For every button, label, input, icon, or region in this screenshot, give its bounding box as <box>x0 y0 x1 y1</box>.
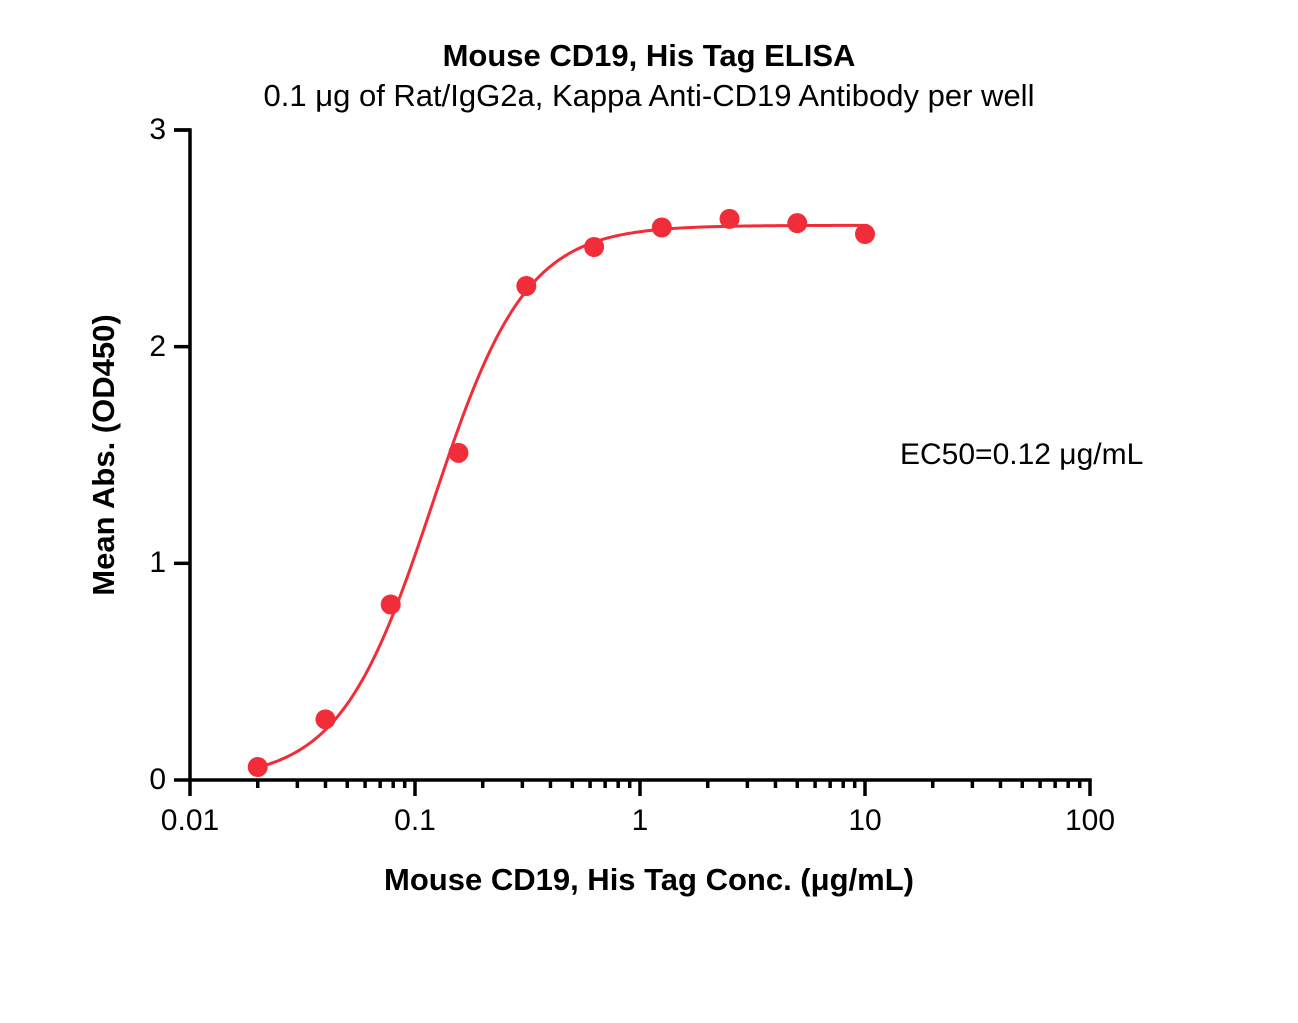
y-tick-label: 3 <box>106 113 166 147</box>
x-axis-label: Mouse CD19, His Tag Conc. (μg/mL) <box>0 862 1298 898</box>
x-tick-label: 10 <box>805 804 925 838</box>
y-axis-label: Mean Abs. (OD450) <box>86 255 122 655</box>
x-tick-label: 0.01 <box>130 804 250 838</box>
x-tick-label: 100 <box>1030 804 1150 838</box>
x-tick-label: 0.1 <box>355 804 475 838</box>
y-tick-label: 1 <box>106 546 166 580</box>
ec50-annotation: EC50=0.12 μg/mL <box>900 438 1143 472</box>
x-tick-label: 1 <box>580 804 700 838</box>
y-tick-label: 2 <box>106 330 166 364</box>
elisa-chart: Mouse CD19, His Tag ELISA 0.1 μg of Rat/… <box>0 0 1298 1023</box>
y-tick-label: 0 <box>106 763 166 797</box>
